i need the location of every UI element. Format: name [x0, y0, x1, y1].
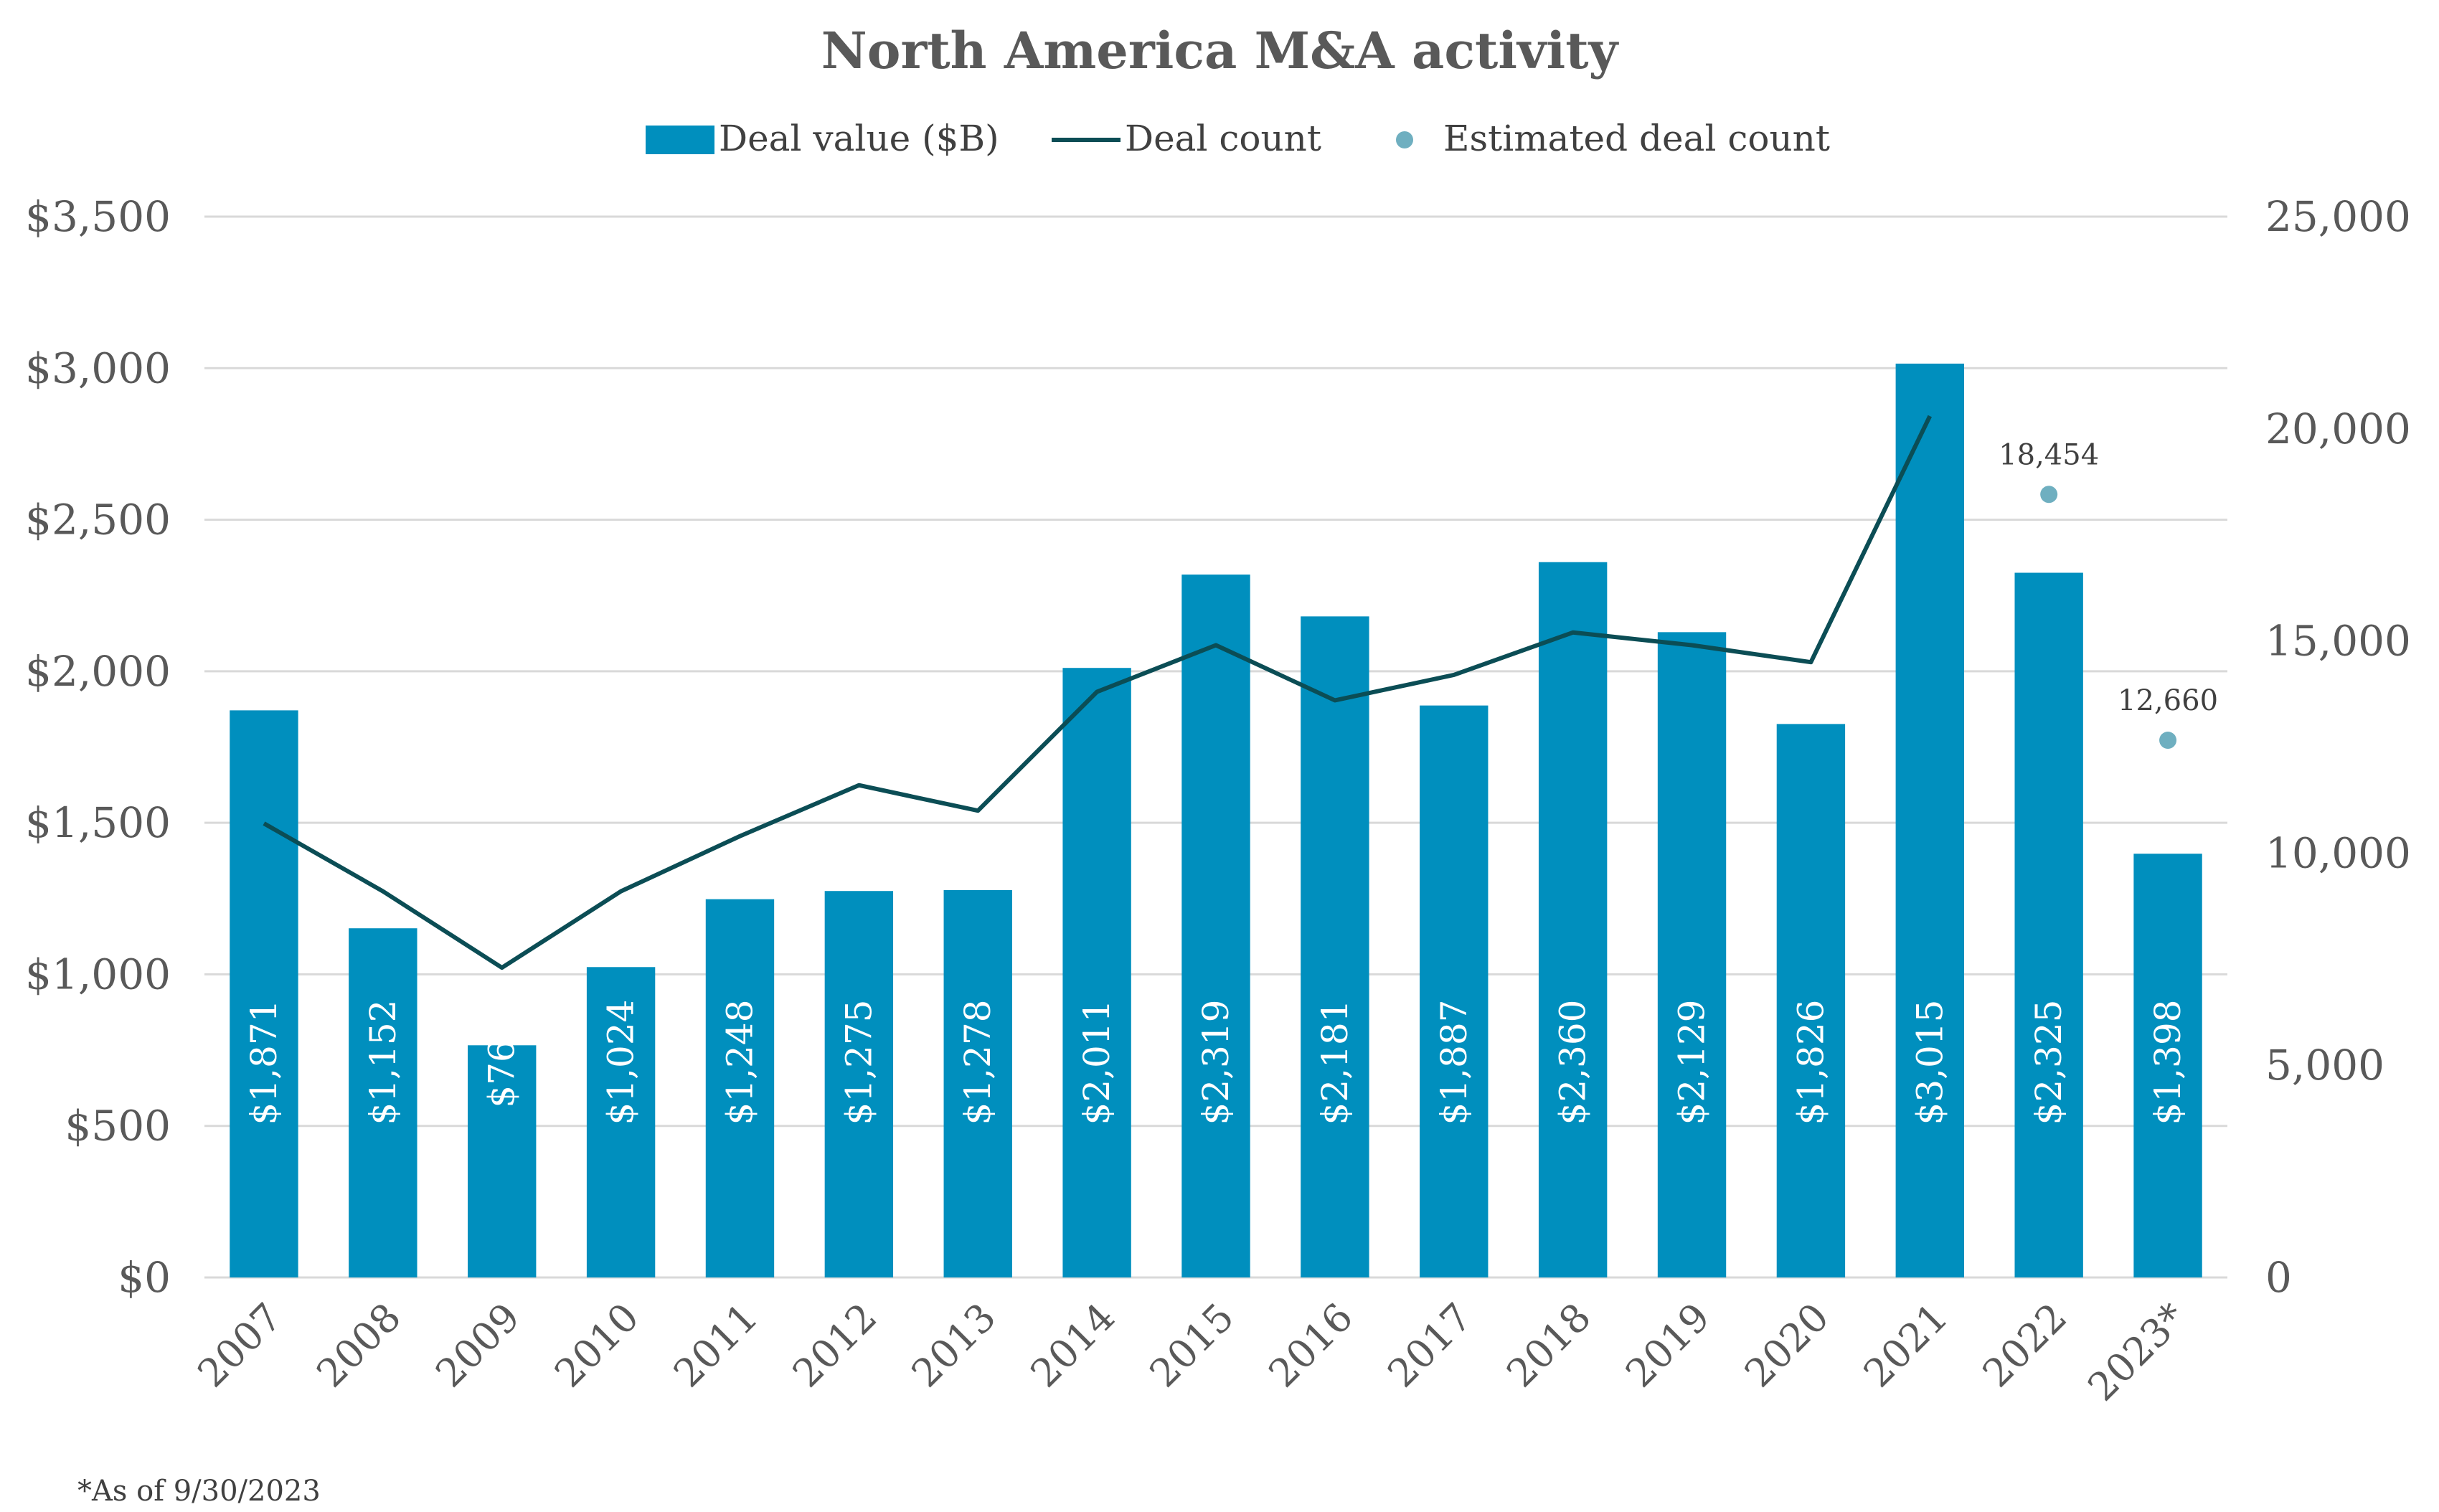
- legend-label-deal-count: Deal count: [1125, 118, 1321, 159]
- bar-value-label: $1,024: [600, 1000, 642, 1125]
- bar: [586, 967, 656, 1277]
- bar-value-label: $2,129: [1671, 1000, 1713, 1125]
- estimated-deal-count-label: 18,454: [1999, 438, 2099, 471]
- left-axis: $0 $500 $1,000 $1,500 $2,000 $2,500 $3,000 $3,5…: [25, 192, 171, 1302]
- bars: [230, 363, 2202, 1277]
- right-axis-tick-label: 0: [2265, 1253, 2292, 1302]
- x-axis-tick-label: 2020: [1736, 1295, 1838, 1397]
- bar: [943, 889, 1012, 1277]
- right-axis-tick-label: 5,000: [2265, 1041, 2384, 1090]
- x-axis: 2007 2008 2009 2010 2011 2012 2013 2014 2015 2016…: [189, 1295, 2194, 1410]
- bar-value-label: $1,248: [719, 1000, 760, 1125]
- right-axis-tick-label: 10,000: [2265, 828, 2411, 877]
- left-axis-tick-label: $3,500: [25, 192, 171, 241]
- bar-value-label: $2,011: [1076, 1000, 1118, 1125]
- x-axis-tick-label: 2012: [784, 1295, 886, 1397]
- left-axis-tick-label: $0: [118, 1253, 171, 1302]
- left-axis-tick-label: $1,500: [25, 798, 171, 847]
- bar: [2014, 572, 2083, 1277]
- legend: Deal value ($B) Deal count Estimated dea…: [646, 118, 1830, 159]
- bar: [1895, 363, 1964, 1277]
- bar: [824, 891, 894, 1277]
- x-axis-tick-label: 2023*: [2079, 1295, 2194, 1410]
- x-axis-tick-label: 2011: [665, 1295, 767, 1397]
- bar-value-label: $1,398: [2147, 1000, 2189, 1125]
- estimated-deal-count-point: [2159, 732, 2177, 750]
- bar-value-label: $2,325: [2028, 1000, 2070, 1125]
- bar-value-label: $3,015: [1909, 1000, 1950, 1125]
- left-axis-tick-label: $3,000: [25, 344, 171, 392]
- bar: [349, 928, 417, 1277]
- left-axis-tick-label: $2,500: [25, 496, 171, 544]
- bar: [2133, 854, 2202, 1277]
- x-axis-tick-label: 2008: [308, 1295, 410, 1397]
- bar: [1657, 632, 1727, 1277]
- right-axis-tick-label: 20,000: [2265, 405, 2411, 453]
- bar: [1062, 668, 1131, 1277]
- bar: [1776, 724, 1846, 1277]
- x-axis-tick-label: 2007: [189, 1295, 291, 1397]
- bar: [1420, 705, 1489, 1277]
- x-axis-tick-label: 2009: [427, 1295, 529, 1397]
- bar-value-label: $1,152: [362, 1000, 404, 1125]
- x-axis-tick-label: 2019: [1617, 1295, 1719, 1397]
- x-axis-tick-label: 2010: [546, 1295, 648, 1397]
- estimated-points: 18,454 12,660: [1999, 438, 2218, 750]
- bar-value-label: $2,360: [1552, 1000, 1594, 1125]
- footnote: *As of 9/30/2023: [77, 1475, 321, 1508]
- bar-value-label: $766: [481, 1016, 523, 1107]
- x-axis-tick-label: 2021: [1855, 1295, 1957, 1397]
- left-axis-tick-label: $1,000: [25, 950, 171, 998]
- bar-value-label: $1,278: [957, 1000, 999, 1125]
- bar-value-label: $1,871: [243, 1000, 285, 1125]
- estimated-deal-count-point: [2040, 486, 2058, 504]
- legend-label-estimated-deal-count: Estimated deal count: [1443, 118, 1830, 159]
- bar-value-label: $2,181: [1314, 1000, 1356, 1125]
- x-axis-tick-label: 2022: [1974, 1295, 2076, 1397]
- bar: [705, 899, 775, 1277]
- right-axis-tick-label: 25,000: [2265, 192, 2411, 241]
- deal-count-line: [263, 415, 1932, 970]
- deal-count-polyline: [263, 415, 1932, 970]
- bar: [468, 1045, 537, 1277]
- x-axis-tick-label: 2017: [1379, 1295, 1481, 1397]
- bar-value-label: $1,887: [1433, 1000, 1475, 1125]
- bar-value-label: $1,826: [1790, 1000, 1831, 1125]
- legend-swatch-estimated-deal-count: [1396, 131, 1413, 148]
- x-axis-tick-label: 2013: [903, 1295, 1005, 1397]
- bar-value-label: $2,319: [1195, 1000, 1237, 1125]
- left-axis-tick-label: $2,000: [25, 647, 171, 696]
- x-axis-tick-label: 2018: [1498, 1295, 1600, 1397]
- bar-labels: $1,871 $1,152 $766 $1,024 $1,248 $1,275 $1,278…: [243, 1000, 2189, 1125]
- right-axis: 0 5,000 10,000 15,000 20,000 25,000: [2265, 192, 2411, 1302]
- right-axis-tick-label: 15,000: [2265, 617, 2411, 666]
- bar-value-label: $1,275: [838, 1000, 879, 1125]
- left-axis-tick-label: $500: [65, 1102, 171, 1150]
- bar: [230, 710, 298, 1277]
- bar: [1538, 562, 1608, 1277]
- bar: [1181, 575, 1250, 1277]
- x-axis-tick-label: 2016: [1260, 1295, 1362, 1397]
- x-axis-tick-label: 2015: [1141, 1295, 1242, 1397]
- bar: [1301, 616, 1369, 1277]
- estimated-deal-count-label: 12,660: [2118, 684, 2218, 717]
- chart-title: North America M&A activity: [821, 21, 1620, 80]
- legend-label-deal-value: Deal value ($B): [719, 118, 999, 159]
- x-axis-tick-label: 2014: [1022, 1295, 1124, 1397]
- legend-swatch-deal-value: [646, 126, 714, 154]
